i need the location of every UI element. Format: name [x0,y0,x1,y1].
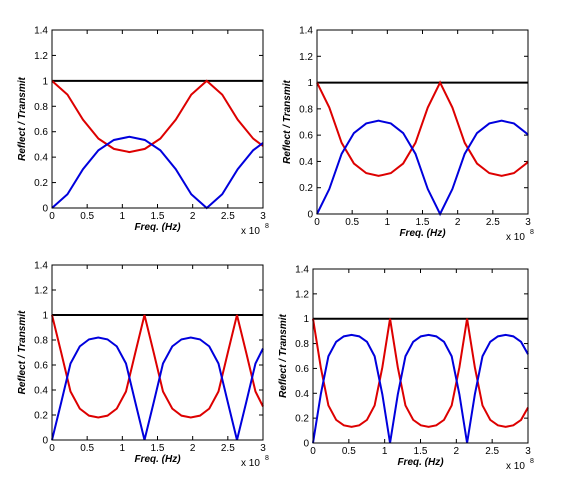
y-tick-label: 0.6 [34,361,48,372]
subplot: 0 0.5 1 1.5 2 2.5 3 0 0.2 0.4 0.6 0.8 1 1.2 1.4 Freq. (… [278,265,534,473]
y-tick-label: 0 [303,439,309,450]
x-tick-label: 1.5 [416,217,430,228]
y-tick-label: 0.6 [295,364,309,375]
x-tick-label: 2.5 [486,217,500,228]
x-tick-label: 3 [525,217,531,228]
x-tick-label: 1 [385,217,391,228]
y-tick-label: 0.2 [295,414,309,425]
x-tick-label: 2.5 [221,211,235,222]
y-tick-label: 1.4 [295,265,309,276]
y-tick-label: 0.4 [34,153,48,164]
x-tick-label: 0.5 [80,443,94,454]
data-line [51,336,264,441]
subplot: 0 0.5 1 1.5 2 2.5 3 0 0.2 0.4 0.6 0.8 1 1.2 1.4 Freq. (… [282,26,534,244]
subplot: 0 0.5 1 1.5 2 2.5 3 0 0.2 0.4 0.6 0.8 1 1.2 1.4 Freq. (… [17,26,269,238]
x-multiplier-exponent: 8 [265,455,269,462]
x-multiplier-exponent: 8 [265,223,269,230]
x-multiplier-exponent: 8 [530,229,534,236]
y-tick-label: 0.4 [34,386,48,397]
y-axis-label: Reflect / Transmit [282,79,293,163]
x-tick-label: 0 [314,217,320,228]
y-tick-label: 1.2 [299,52,313,63]
y-tick-label: 1 [307,78,313,89]
x-axis-label: Freq. (Hz) [397,457,444,468]
axes-frame [51,264,264,441]
data-line [316,119,529,217]
y-tick-label: 1.4 [299,26,313,37]
x-tick-label: 2.5 [221,443,235,454]
x-tick-label: 3 [525,446,531,457]
y-tick-label: 1.2 [34,286,48,297]
x-tick-label: 0.5 [80,211,94,222]
y-tick-label: 1.2 [295,289,309,300]
x-multiplier: x 10 [506,461,525,472]
x-tick-label: 2 [455,217,461,228]
y-tick-label: 0.6 [299,131,313,142]
y-tick-label: 0.8 [295,339,309,350]
y-tick-label: 1.2 [34,51,48,62]
y-tick-label: 0.8 [34,336,48,347]
x-axis-label: Freq. (Hz) [399,228,446,239]
y-tick-label: 1 [42,76,48,87]
x-tick-label: 2.5 [485,446,499,457]
x-axis-label: Freq. (Hz) [134,222,181,233]
x-multiplier: x 10 [506,232,525,243]
data-line [312,318,529,428]
x-tick-label: 1 [120,443,126,454]
x-tick-label: 0 [49,211,55,222]
x-tick-label: 1 [120,211,126,222]
y-tick-label: 0.4 [295,389,309,400]
data-line [51,314,264,419]
y-tick-label: 0.2 [299,183,313,194]
data-line [51,79,264,154]
y-tick-label: 0 [307,210,313,221]
x-tick-label: 2 [190,211,196,222]
axes-frame [312,268,529,444]
x-tick-label: 3 [260,443,266,454]
y-tick-label: 0.8 [299,104,313,115]
y-axis-label: Reflect / Transmit [278,313,289,397]
x-tick-label: 3 [260,211,266,222]
x-tick-label: 2 [190,443,196,454]
data-line [312,333,529,444]
y-tick-label: 1 [42,311,48,322]
subplot: 0 0.5 1 1.5 2 2.5 3 0 0.2 0.4 0.6 0.8 1 1.2 1.4 Freq. (… [17,261,269,470]
axes-frame [51,29,264,209]
x-multiplier: x 10 [241,226,260,237]
y-tick-label: 0.8 [34,102,48,113]
x-tick-label: 2 [454,446,460,457]
x-axis-label: Freq. (Hz) [134,454,181,465]
y-tick-label: 0.4 [299,157,313,168]
data-line [316,80,529,177]
y-tick-label: 0 [42,436,48,447]
x-tick-label: 1 [382,446,388,457]
x-tick-label: 0.5 [342,446,356,457]
axes-frame [316,29,529,215]
plot-area [52,30,263,208]
data-line [51,135,264,210]
y-tick-label: 1.4 [34,26,48,37]
y-tick-label: 1.4 [34,261,48,272]
x-tick-label: 1.5 [151,443,165,454]
plot-area [313,269,528,443]
y-tick-label: 1 [303,314,309,325]
x-tick-label: 0.5 [345,217,359,228]
x-multiplier: x 10 [241,458,260,469]
y-axis-label: Reflect / Transmit [17,76,28,160]
y-tick-label: 0.2 [34,411,48,422]
y-tick-label: 0.2 [34,178,48,189]
x-tick-label: 1.5 [151,211,165,222]
y-tick-label: 0.6 [34,127,48,138]
x-tick-label: 0 [310,446,316,457]
x-multiplier-exponent: 8 [530,458,534,465]
y-tick-label: 0 [42,204,48,215]
y-axis-label: Reflect / Transmit [17,310,28,394]
x-tick-label: 0 [49,443,55,454]
x-tick-label: 1.5 [414,446,428,457]
